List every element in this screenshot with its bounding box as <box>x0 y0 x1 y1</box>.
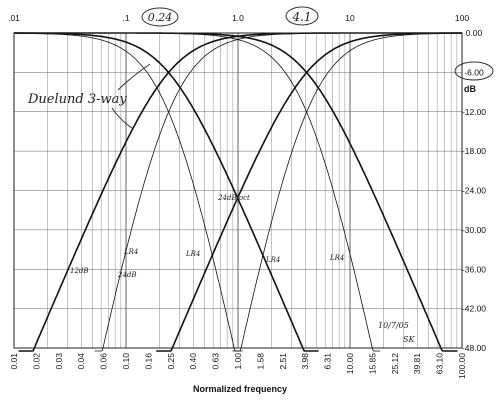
curve-highpass-0_24-order4 <box>94 32 462 352</box>
annotation-024: 0.24 <box>148 11 173 24</box>
curve-lowpass-4_1-order2 <box>14 32 458 352</box>
y-tick-label: 0.00 <box>466 28 483 38</box>
x-tick-label: 25.12 <box>390 353 400 375</box>
annotation-24db-oct: 24dB/oct <box>217 194 250 202</box>
y-tick-label: -6.00 <box>464 67 484 77</box>
duelund-arrow-2 <box>111 107 133 129</box>
x-top-tick-label: 10 <box>345 13 355 23</box>
circle-marker-minus6 <box>454 61 494 81</box>
annotation-duelund: Duelund 3-way <box>27 92 127 107</box>
circle-marker-024 <box>141 7 179 27</box>
x-tick-label: 0.16 <box>143 353 153 370</box>
curve-highpass-4_1-order2 <box>156 32 462 352</box>
y-tick-label: -18.00 <box>462 146 486 156</box>
x-tick-label: 100.00 <box>457 353 467 379</box>
x-tick-label: 1.00 <box>233 353 243 370</box>
x-top-tick-label: 100 <box>455 13 469 23</box>
y-tick-label: -12.00 <box>462 107 486 117</box>
y-tick-label: -48.00 <box>462 343 486 353</box>
x-tick-label: 63.10 <box>435 353 445 375</box>
x-tick-label: 0.06 <box>99 353 109 370</box>
x-top-tick-label: 1.0 <box>232 13 244 23</box>
x-tick-label: 0.01 <box>9 353 19 370</box>
x-tick-label: 0.25 <box>166 353 176 370</box>
axes: 0.00 -6.00 -12.00 -18.00 -24.00 -30.00 -36.00 -… <box>8 13 486 379</box>
x-tick-label: 0.04 <box>76 353 86 370</box>
x-tick-label: 0.63 <box>211 353 221 370</box>
x-tick-label: 0.03 <box>54 353 64 370</box>
y-axis-label: dB <box>464 84 476 94</box>
y-tick-label: -42.00 <box>462 304 486 314</box>
x-tick-label: 0.10 <box>121 353 131 370</box>
x-tick-label: 0.02 <box>31 353 41 370</box>
x-tick-label: 10.00 <box>345 353 355 375</box>
y-tick-label: -36.00 <box>462 264 486 274</box>
x-tick-label: 2.51 <box>278 353 288 370</box>
curve-lowpass-0_24-order4 <box>14 32 243 352</box>
annotation-12db: 12dB <box>70 267 89 275</box>
x-top-tick-label: .1 <box>122 13 129 23</box>
x-tick-label: 3.98 <box>300 353 310 370</box>
annotation-24db: 24dB <box>117 271 137 279</box>
duelund-arrow-1 <box>117 63 151 91</box>
annotation-41: 4.1 <box>291 10 311 24</box>
x-tick-label: 0.40 <box>188 353 198 370</box>
annotation-date: 10/7/05 <box>378 321 409 330</box>
grid <box>13 32 463 349</box>
annotation-lr4-d: LR4 <box>329 254 344 262</box>
circle-marker-41 <box>285 6 319 26</box>
curve-lowpass-0_24-order2 <box>14 32 319 352</box>
x-tick-label: 15.85 <box>367 353 377 375</box>
x-tick-label: 1.58 <box>255 353 265 370</box>
x-tick-label: 39.81 <box>412 353 422 375</box>
x-top-tick-label: .01 <box>8 13 20 23</box>
y-tick-label: -24.00 <box>462 186 486 196</box>
curve-highpass-4_1-order4 <box>232 32 462 352</box>
y-tick-label: -30.00 <box>462 225 486 235</box>
x-tick-label: 6.31 <box>323 353 333 370</box>
annotation-lr4-b: LR4 <box>185 250 200 258</box>
x-axis-label: Normalized frequency <box>193 384 287 394</box>
annotation-initials: SK <box>403 335 415 344</box>
annotation-lr4-a: LR4 <box>123 248 138 256</box>
annotation-lr4-c: LR4 <box>265 256 280 264</box>
plot-frame <box>13 32 463 349</box>
